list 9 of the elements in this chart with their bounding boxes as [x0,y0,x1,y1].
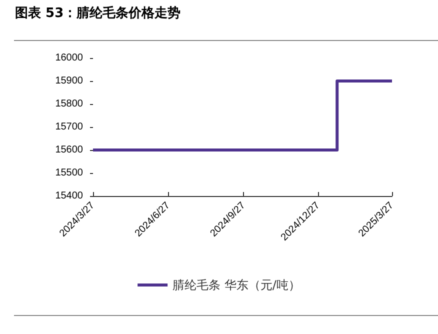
legend-label: 腈纶毛条 华东（元/吨） [172,278,300,292]
y-tick-label: 15700 [55,122,84,132]
y-tick-label: 15600 [55,144,84,156]
y-tick-label: 15400 [55,190,84,202]
y-tick-label: 16000 [55,52,84,64]
y-tick-label: 15800 [55,98,84,110]
chart-title: 图表 53：腈纶毛条价格走势 [15,5,181,21]
y-tick-label: 15500 [55,168,84,178]
y-tick-label: 15900 [55,76,84,86]
